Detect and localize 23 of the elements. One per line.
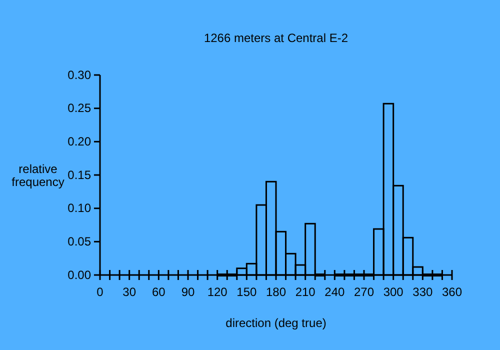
- x-tick-label: 30: [122, 285, 136, 300]
- chart-title: 1266 meters at Central E-2: [204, 31, 348, 45]
- y-tick-label: 0.10: [68, 201, 92, 216]
- y-axis-title: relative frequency: [12, 162, 64, 189]
- x-tick-label: 90: [181, 285, 195, 300]
- x-tick-label: 360: [442, 285, 462, 300]
- x-tick-label: 120: [207, 285, 228, 300]
- x-tick-label: 240: [324, 285, 345, 300]
- x-axis-title: direction (deg true): [226, 316, 326, 330]
- y-tick-label: 0.05: [68, 234, 92, 249]
- x-tick-label: 300: [383, 285, 404, 300]
- y-tick-label: 0.30: [68, 68, 92, 82]
- x-tick-label: 150: [236, 285, 257, 300]
- y-tick-label: 0.15: [68, 168, 92, 182]
- x-tick-label: 210: [295, 285, 316, 300]
- x-tick-label: 330: [412, 285, 433, 300]
- y-tick-label: 0.20: [68, 134, 92, 149]
- x-tick-label: 0: [96, 285, 104, 300]
- x-tick-label: 180: [266, 285, 286, 300]
- y-tick-label: 0.25: [68, 101, 92, 116]
- y-tick-label: 0.00: [68, 268, 92, 282]
- x-tick-label: 270: [354, 285, 374, 300]
- x-tick-label: 60: [152, 285, 166, 300]
